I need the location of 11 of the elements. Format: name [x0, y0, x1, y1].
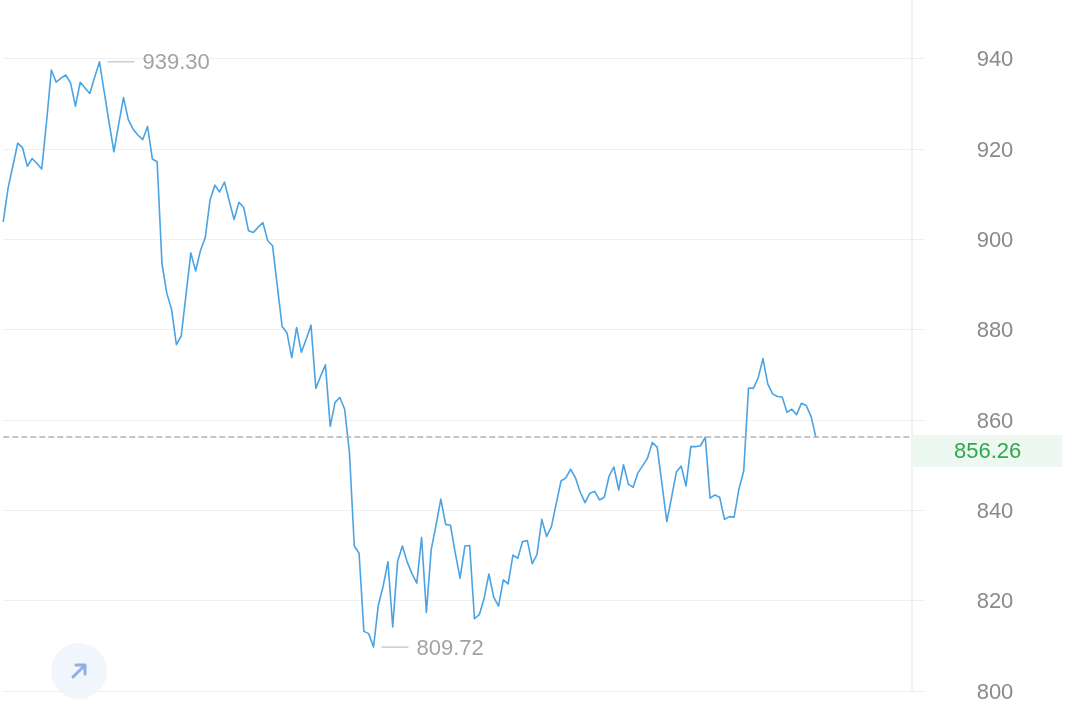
y-tick-label: 940 [976, 46, 1014, 72]
y-tick-label: 900 [976, 226, 1014, 252]
annotation: 939.30 [142, 49, 210, 75]
annotation: 809.72 [416, 634, 484, 660]
y-tick-label: 860 [976, 407, 1014, 433]
y-tick-label: 800 [976, 678, 1014, 704]
ref-line-label: 856.26 [954, 438, 1022, 464]
y-tick-label: 820 [976, 588, 1014, 614]
y-tick-label: 920 [976, 136, 1014, 162]
y-tick-label: 840 [976, 497, 1014, 523]
y-tick-label: 880 [976, 317, 1014, 343]
